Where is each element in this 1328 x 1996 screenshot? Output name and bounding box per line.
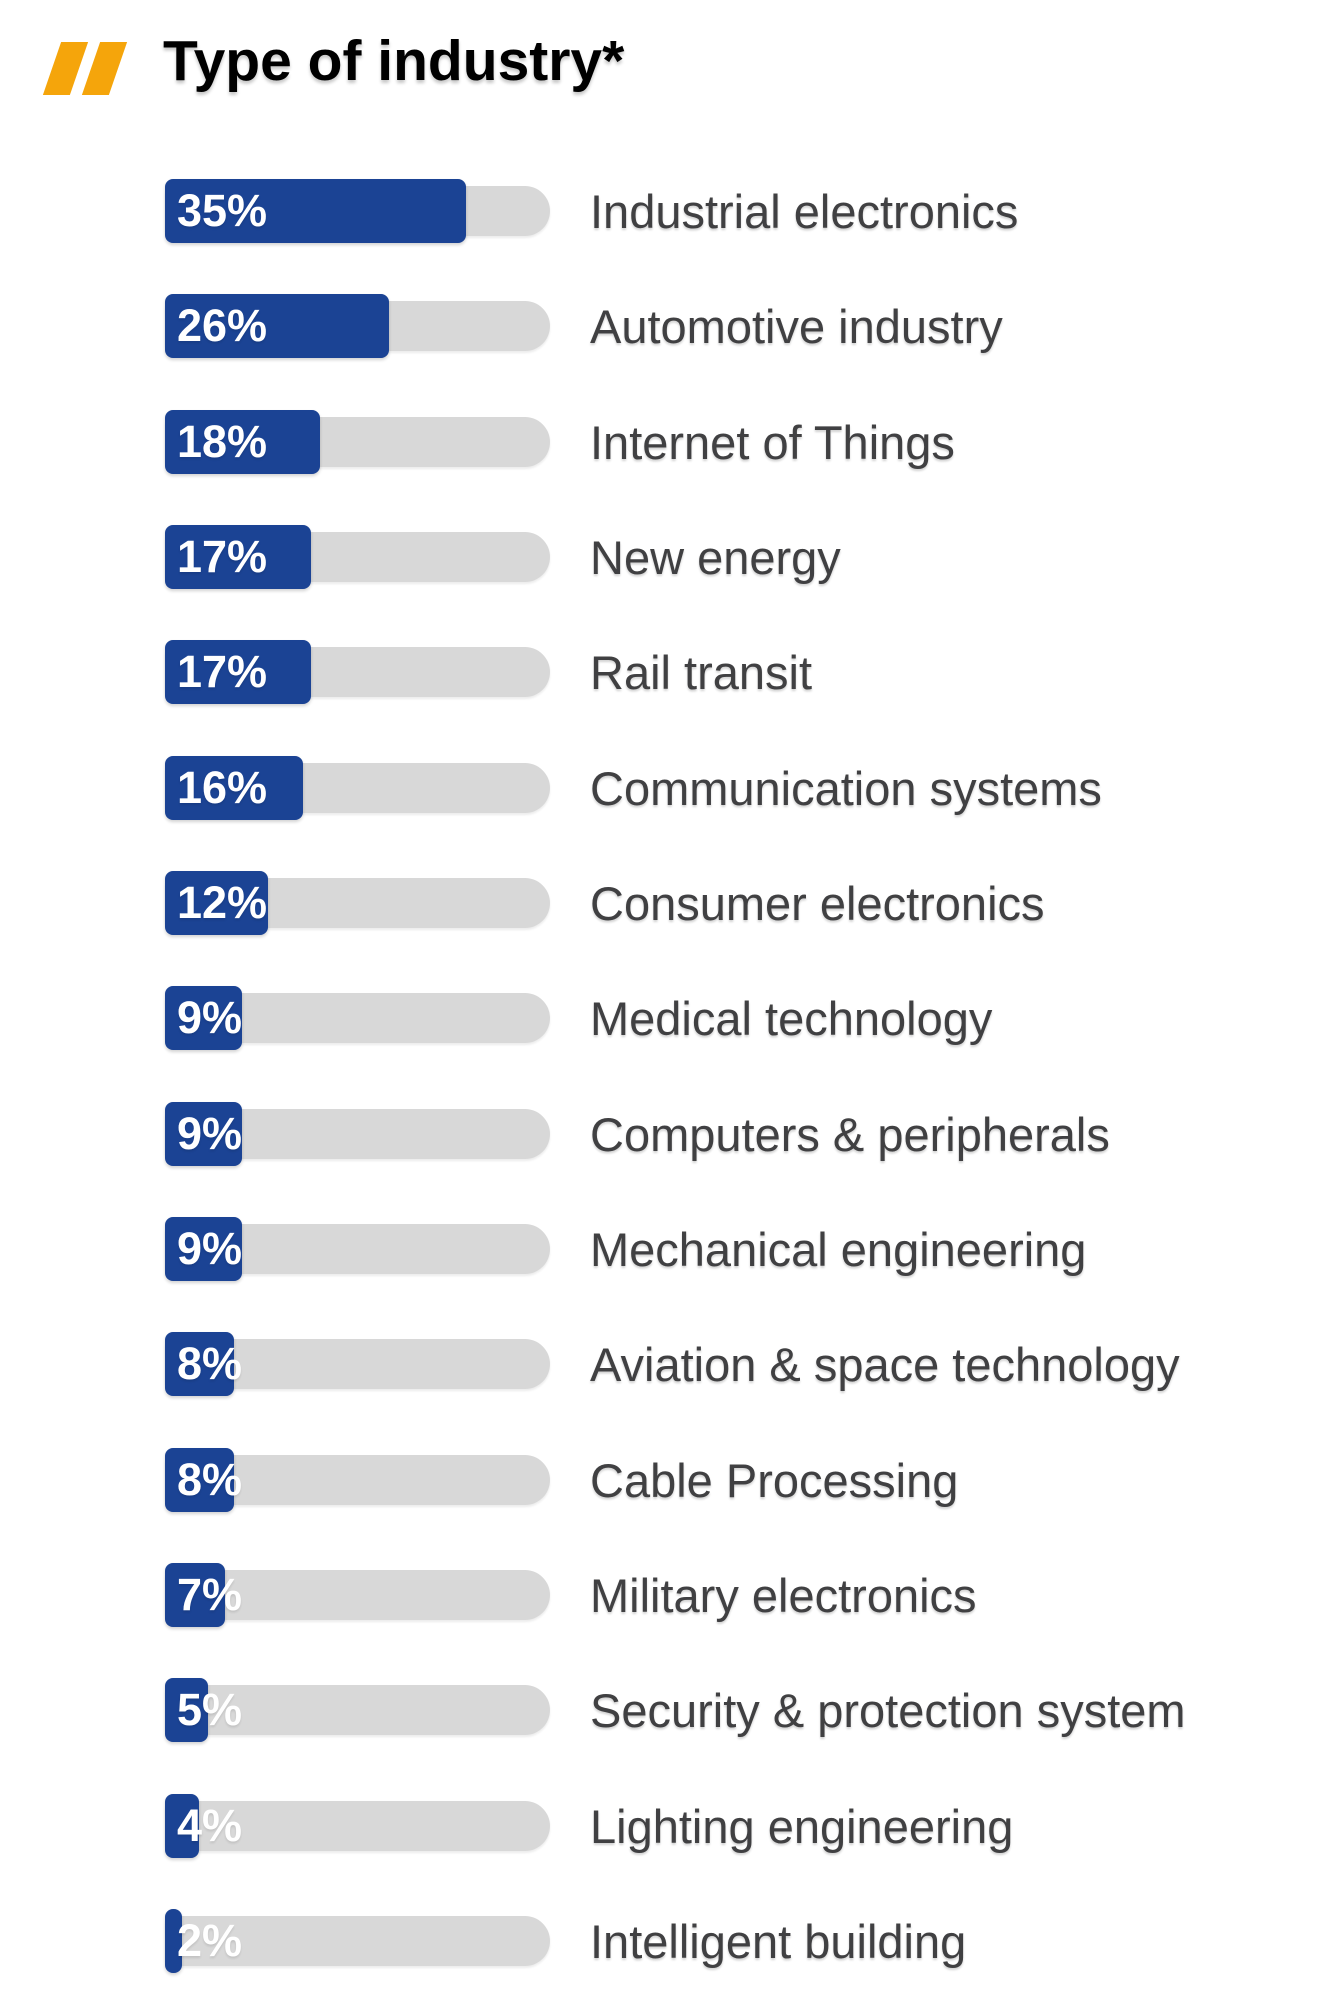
- bar-category-label: Aviation & space technology: [590, 1338, 1180, 1391]
- bar-fill: [165, 1678, 208, 1742]
- bar-fill: [165, 1217, 242, 1281]
- bar-category-label: Consumer electronics: [590, 877, 1045, 930]
- bar-category-label: New energy: [590, 531, 841, 584]
- bar-fill: [165, 1448, 234, 1512]
- chart-header: Type of industry*: [0, 0, 1328, 120]
- bar-value-label: 18%: [177, 416, 268, 467]
- bar-value-label: 26%: [177, 300, 268, 351]
- bar-row: 26% Automotive industry: [165, 294, 1328, 358]
- bar-fill: [165, 1102, 242, 1166]
- bar-value-label: 2%: [177, 1915, 243, 1966]
- bar-category-label: Lighting engineering: [590, 1800, 1014, 1853]
- bar-row: 2% Intelligent building: [165, 1909, 1328, 1973]
- bar-value-label: 16%: [177, 762, 268, 813]
- bar-value-label: 17%: [177, 531, 268, 582]
- bar-row: 9% Computers & peripherals: [165, 1102, 1328, 1166]
- bar-category-label: Military electronics: [590, 1569, 977, 1622]
- bar-track: [165, 1570, 550, 1620]
- bar-fill: [165, 1794, 199, 1858]
- bar-category-label: Rail transit: [590, 646, 813, 699]
- bar-fill: [165, 871, 268, 935]
- bar-category-label: Intelligent building: [590, 1915, 967, 1968]
- bar-track: [165, 1685, 550, 1735]
- bar-category-label: Computers & peripherals: [590, 1108, 1110, 1161]
- bar-row: 5% Security & protection system: [165, 1678, 1328, 1742]
- bar-row: 8% Cable Processing: [165, 1448, 1328, 1512]
- bar-category-label: Cable Processing: [590, 1454, 959, 1507]
- bar-track: [165, 1801, 550, 1851]
- bar-row: 35% Industrial electronics: [165, 179, 1328, 243]
- bar-row: 8% Aviation & space technology: [165, 1332, 1328, 1396]
- bar-category-label: Automotive industry: [590, 300, 1003, 353]
- bar-fill: [165, 756, 303, 820]
- bar-fill: [165, 1332, 234, 1396]
- bar-fill: [165, 294, 389, 358]
- bar-fill: [165, 410, 320, 474]
- bar-category-label: Internet of Things: [590, 416, 955, 469]
- bar-category-label: Communication systems: [590, 762, 1102, 815]
- bar-value-label: 8%: [177, 1454, 243, 1505]
- bar-value-label: 4%: [177, 1800, 243, 1851]
- bar-row: 9% Medical technology: [165, 986, 1328, 1050]
- bar-category-label: Medical technology: [590, 992, 993, 1045]
- bar-value-label: 9%: [177, 992, 243, 1043]
- bar-row: 9% Mechanical engineering: [165, 1217, 1328, 1281]
- bar-fill: [165, 1563, 225, 1627]
- bar-value-label: 7%: [177, 1569, 243, 1620]
- bar-category-label: Industrial electronics: [590, 185, 1019, 238]
- bar-fill: [165, 986, 242, 1050]
- bar-row: 12% Consumer electronics: [165, 871, 1328, 935]
- bar-fill: [165, 640, 311, 704]
- bar-fill: [165, 525, 311, 589]
- bar-value-label: 35%: [177, 185, 268, 236]
- bar-fill: [165, 1909, 182, 1973]
- bar-row: 16% Communication systems: [165, 756, 1328, 820]
- bar-track: [165, 1916, 550, 1966]
- bar-row: 7% Military electronics: [165, 1563, 1328, 1627]
- bar-row: 18% Internet of Things: [165, 410, 1328, 474]
- bar-fill: [165, 179, 466, 243]
- bar-value-label: 12%: [177, 877, 268, 928]
- bar-row: 17% New energy: [165, 525, 1328, 589]
- bar-category-label: Security & protection system: [590, 1684, 1186, 1737]
- bar-value-label: 5%: [177, 1684, 243, 1735]
- bar-row: 17% Rail transit: [165, 640, 1328, 704]
- page-title: Type of industry*: [163, 29, 625, 93]
- bar-value-label: 17%: [177, 646, 268, 697]
- bar-row: 4% Lighting engineering: [165, 1794, 1328, 1858]
- bar-value-label: 8%: [177, 1338, 243, 1389]
- bar-value-label: 9%: [177, 1108, 243, 1159]
- bar-value-label: 9%: [177, 1223, 243, 1274]
- bar-category-label: Mechanical engineering: [590, 1223, 1087, 1276]
